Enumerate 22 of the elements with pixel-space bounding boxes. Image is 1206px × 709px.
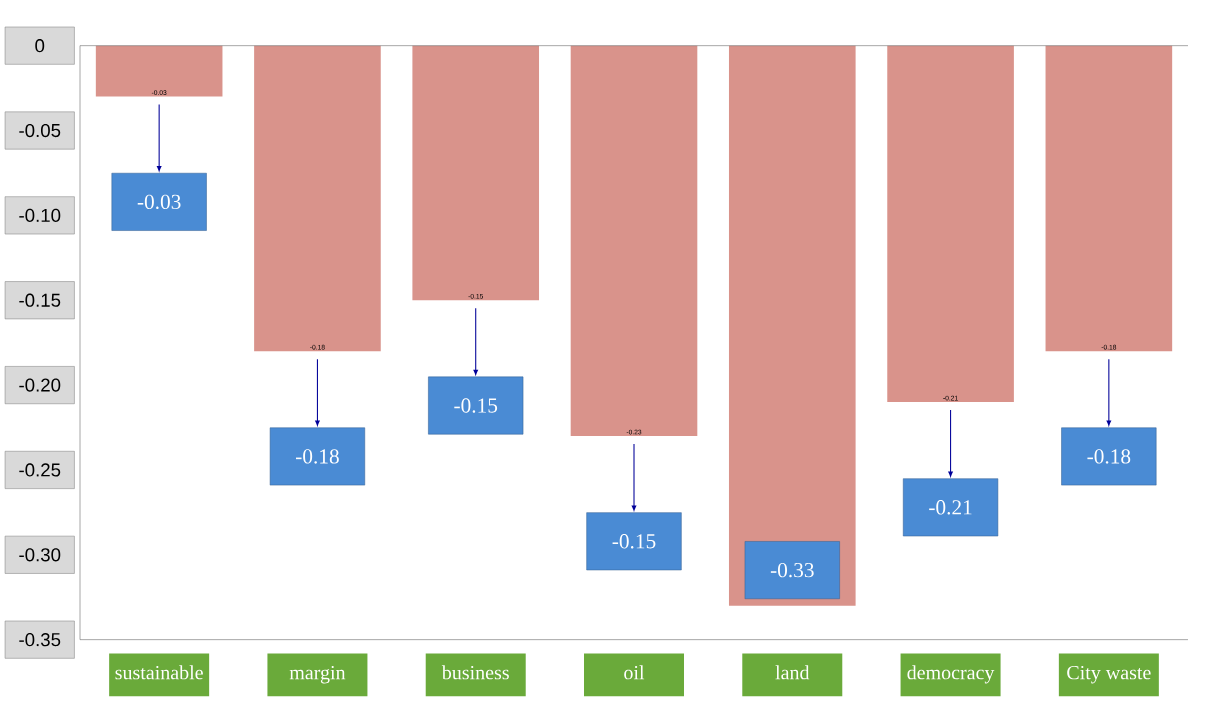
y-tick-label: -0.20 xyxy=(19,378,61,392)
annotation: -0.33 xyxy=(770,562,814,578)
y-tick-label: -0.35 xyxy=(19,633,61,647)
y-tick-label: 0 xyxy=(35,39,45,53)
x-tick-label: democracy xyxy=(907,665,995,684)
x-tick-label: City waste xyxy=(1067,665,1151,684)
annotation: -0.18 xyxy=(296,449,339,464)
y-tick-label: -0.15 xyxy=(19,293,61,307)
annotation: -0.03 xyxy=(137,194,181,210)
y-tick-label: -0.30 xyxy=(19,548,61,562)
x-tick-label: land xyxy=(775,665,810,680)
annotation: -0.18 xyxy=(1087,449,1131,464)
y-tick-label: -0.05 xyxy=(19,123,61,138)
x-tick-label: sustainable xyxy=(115,665,203,680)
annotation: -0.15 xyxy=(612,534,656,549)
annotation: -0.15 xyxy=(454,398,498,413)
x-tick-label: business xyxy=(441,665,509,680)
x-tick-label: margin xyxy=(289,665,346,684)
y-tick-label: -0.25 xyxy=(19,463,61,477)
annotation: -0.21 xyxy=(929,500,972,515)
y-tick-label: -0.10 xyxy=(19,208,61,222)
x-tick-label: oil xyxy=(624,665,645,680)
